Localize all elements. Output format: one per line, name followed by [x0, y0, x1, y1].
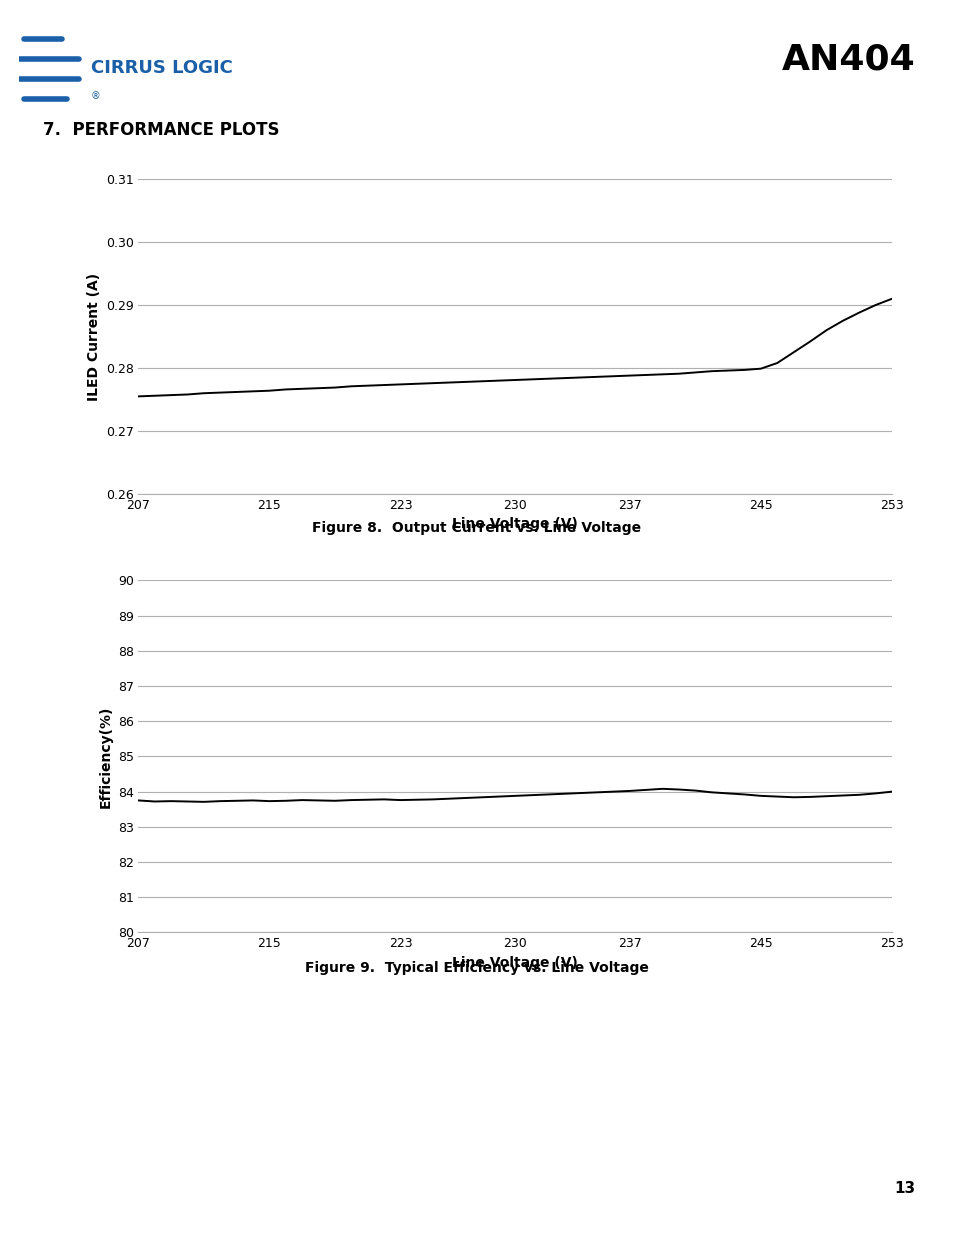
X-axis label: Line Voltage (V): Line Voltage (V) [452, 517, 578, 531]
Y-axis label: ILED Current (A): ILED Current (A) [87, 273, 101, 400]
Text: 7.  PERFORMANCE PLOTS: 7. PERFORMANCE PLOTS [43, 121, 279, 138]
Text: Figure 9.  Typical Efficiency vs. Line Voltage: Figure 9. Typical Efficiency vs. Line Vo… [305, 961, 648, 974]
Text: AN404: AN404 [781, 42, 915, 77]
Text: Figure 8.  Output Current vs. Line Voltage: Figure 8. Output Current vs. Line Voltag… [313, 521, 640, 535]
Text: 13: 13 [894, 1181, 915, 1195]
Text: ®: ® [91, 91, 100, 101]
X-axis label: Line Voltage (V): Line Voltage (V) [452, 956, 578, 969]
Y-axis label: Efficiency(%): Efficiency(%) [98, 705, 112, 808]
Text: CIRRUS LOGIC: CIRRUS LOGIC [91, 58, 233, 77]
